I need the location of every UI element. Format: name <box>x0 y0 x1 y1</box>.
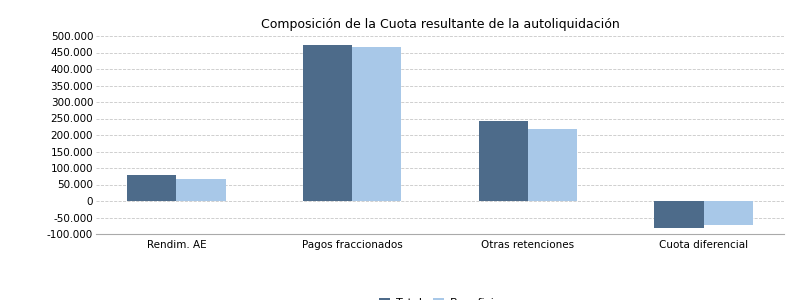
Bar <box>703 201 753 225</box>
Bar <box>352 46 402 201</box>
Title: Composición de la Cuota resultante de la autoliquidación: Composición de la Cuota resultante de la… <box>261 18 619 31</box>
Bar <box>127 175 177 201</box>
Bar <box>303 45 352 201</box>
Bar <box>478 121 528 201</box>
Bar <box>528 129 577 201</box>
Legend: Total, Beneficio: Total, Beneficio <box>376 295 504 300</box>
Bar <box>177 178 226 201</box>
Bar <box>654 201 703 228</box>
